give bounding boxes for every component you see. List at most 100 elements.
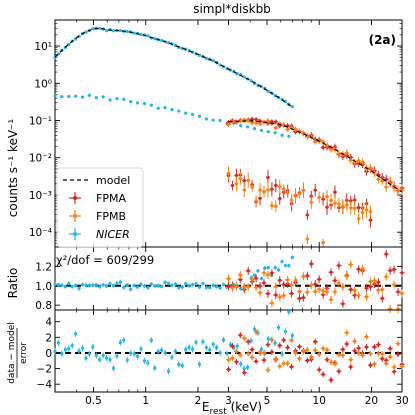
data-point	[340, 199, 345, 214]
data-point	[77, 348, 81, 355]
data-point	[340, 282, 346, 291]
data-marker	[238, 177, 242, 181]
data-marker	[282, 338, 286, 342]
data-marker	[262, 358, 266, 362]
data-marker	[287, 134, 291, 139]
x-tick-label: 5	[264, 395, 271, 407]
data-point	[149, 337, 153, 344]
data-point	[352, 201, 357, 216]
data-point	[180, 46, 184, 51]
data-marker	[384, 358, 388, 362]
data-marker	[396, 290, 400, 294]
data-point	[305, 209, 310, 221]
data-marker	[56, 341, 61, 345]
data-marker	[345, 342, 349, 346]
data-point	[344, 199, 349, 211]
data-point	[132, 31, 136, 35]
data-marker	[254, 276, 258, 280]
data-marker	[380, 357, 384, 361]
data-marker	[400, 271, 404, 275]
data-point	[300, 293, 306, 302]
data-marker	[226, 276, 231, 281]
data-point	[170, 107, 174, 112]
data-marker	[146, 361, 150, 365]
data-point	[246, 125, 250, 129]
data-point	[74, 94, 78, 98]
data-marker	[250, 348, 254, 352]
chart-title: simpl*diskbb	[193, 2, 271, 16]
data-marker	[266, 292, 270, 296]
data-point	[328, 376, 334, 383]
data-point	[241, 335, 247, 342]
data-marker	[270, 338, 274, 342]
data-marker	[246, 269, 250, 273]
data-point	[360, 205, 365, 220]
data-point	[305, 234, 310, 244]
data-marker	[341, 302, 345, 306]
data-marker	[258, 188, 262, 192]
data-marker	[329, 378, 333, 382]
data-point	[122, 285, 126, 290]
data-point	[344, 340, 350, 347]
data-point	[252, 273, 257, 278]
data-point	[336, 197, 341, 211]
data-marker	[266, 266, 270, 270]
data-marker	[118, 28, 122, 33]
data-marker	[287, 264, 291, 268]
data-marker	[94, 96, 98, 100]
data-point	[364, 344, 370, 351]
data-marker	[56, 283, 61, 287]
data-marker	[337, 281, 341, 285]
data-marker	[357, 351, 361, 355]
data-marker	[305, 274, 309, 278]
data-point	[316, 351, 322, 358]
data-marker	[357, 293, 361, 298]
data-point	[218, 118, 222, 123]
data-marker	[388, 355, 392, 359]
data-marker	[238, 333, 242, 337]
data-marker	[276, 325, 281, 330]
data-point	[194, 281, 198, 286]
data-marker	[108, 282, 112, 286]
data-point	[371, 276, 377, 285]
data-point	[367, 362, 373, 369]
data-point	[387, 266, 393, 275]
data-point	[204, 285, 208, 290]
data-marker	[149, 338, 153, 342]
data-marker	[259, 347, 263, 351]
data-marker	[360, 353, 365, 357]
data-point	[297, 189, 302, 199]
data-marker	[396, 188, 400, 193]
data-point	[166, 368, 171, 375]
data-point	[348, 285, 354, 294]
spectrum-y-axis-label: counts s⁻¹ keV⁻¹	[6, 119, 20, 218]
data-marker	[242, 285, 246, 289]
data-marker	[270, 350, 274, 354]
data-point	[87, 93, 91, 97]
data-marker	[400, 364, 404, 369]
data-point	[187, 283, 191, 288]
data-marker	[325, 205, 329, 209]
data-point	[208, 285, 212, 290]
data-marker	[149, 103, 153, 107]
ratio-panel: 0.8 1.0 1.2	[35, 246, 405, 313]
data-marker	[101, 283, 105, 287]
data-point	[91, 344, 95, 351]
data-point	[352, 347, 358, 354]
data-point	[340, 346, 346, 353]
data-marker	[353, 293, 357, 297]
y-tick-label: 10⁻²	[29, 153, 52, 165]
data-marker	[273, 266, 277, 270]
data-marker	[225, 351, 229, 356]
data-marker	[353, 339, 357, 343]
data-marker	[180, 363, 184, 368]
y-tick-label: 1.0	[35, 281, 52, 293]
legend-entry-fpmb: FPMB	[69, 210, 126, 223]
data-point	[296, 343, 302, 350]
data-marker	[160, 38, 164, 43]
data-point	[111, 283, 116, 288]
legend-label: FPMA	[96, 192, 126, 205]
data-marker	[208, 348, 212, 352]
data-marker	[204, 345, 208, 350]
data-point	[149, 282, 153, 287]
